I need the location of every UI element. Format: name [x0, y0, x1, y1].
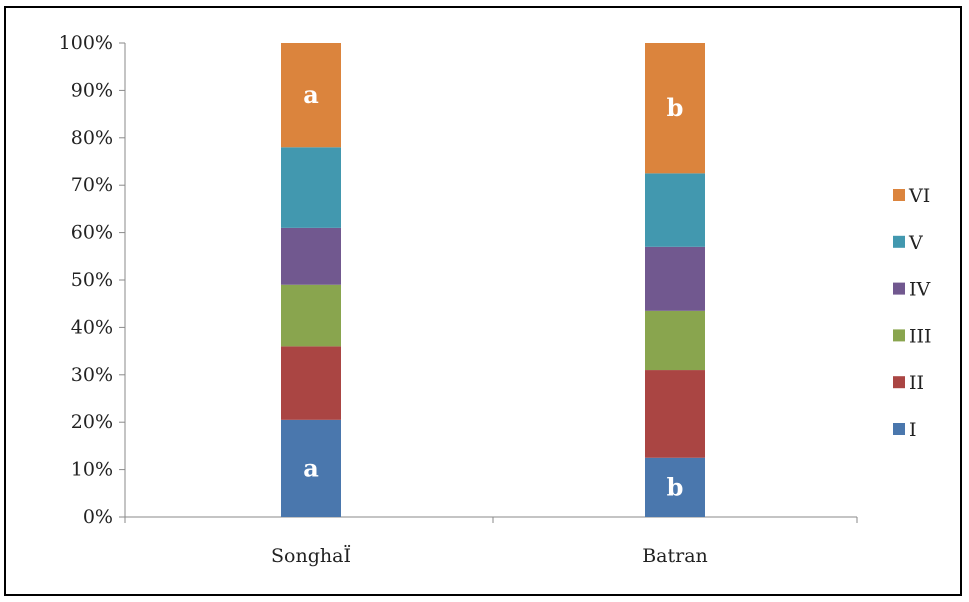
legend-label: V — [908, 232, 923, 254]
bar-segment-iii — [281, 285, 341, 347]
y-tick-label: 70% — [71, 174, 113, 196]
legend-swatch — [893, 236, 905, 248]
bar-segment-ii — [645, 370, 705, 458]
bar-annotation-label: b — [667, 93, 684, 122]
legend-swatch — [893, 376, 905, 388]
x-category-label: SonghaÏ — [271, 544, 351, 567]
legend-swatch — [893, 189, 905, 201]
y-tick-label: 60% — [71, 222, 113, 244]
legend-label: VI — [908, 185, 930, 207]
legend-label: II — [909, 372, 924, 394]
bar-annotation-label: a — [303, 453, 319, 482]
bars — [281, 43, 705, 517]
bar-annotation-label: a — [303, 80, 319, 109]
bar-annotations: a a b b — [303, 80, 683, 501]
y-tick-label: 100% — [59, 32, 113, 54]
legend-swatch — [893, 329, 905, 341]
y-tick-label: 50% — [71, 269, 113, 291]
y-tick-label: 20% — [71, 411, 113, 433]
bar-segment-iv — [281, 228, 341, 285]
bar-segment-v — [645, 173, 705, 246]
y-tick-label: 0% — [83, 506, 113, 528]
bar-segment-iv — [645, 247, 705, 311]
y-tick-label: 10% — [71, 459, 113, 481]
bar-segment-iii — [645, 311, 705, 370]
legend-label: III — [909, 325, 932, 347]
bar-segment-ii — [281, 346, 341, 419]
legend-label: I — [909, 419, 917, 441]
bar-segment-v — [281, 147, 341, 228]
bar-annotation-label: b — [667, 472, 684, 501]
x-category-label: Batran — [642, 545, 708, 567]
y-axis: 0% 10% 20% 30% 40% 50% 60% 70% 80% 90% 100% — [59, 32, 125, 528]
legend-swatch — [893, 423, 905, 435]
legend-swatch — [893, 283, 905, 295]
y-tick-label: 40% — [71, 316, 113, 338]
y-tick-label: 30% — [71, 364, 113, 386]
y-tick-label: 80% — [71, 127, 113, 149]
y-tick-label: 90% — [71, 79, 113, 101]
legend-label: IV — [909, 279, 931, 301]
x-axis: SonghaÏ Batran — [125, 517, 857, 567]
